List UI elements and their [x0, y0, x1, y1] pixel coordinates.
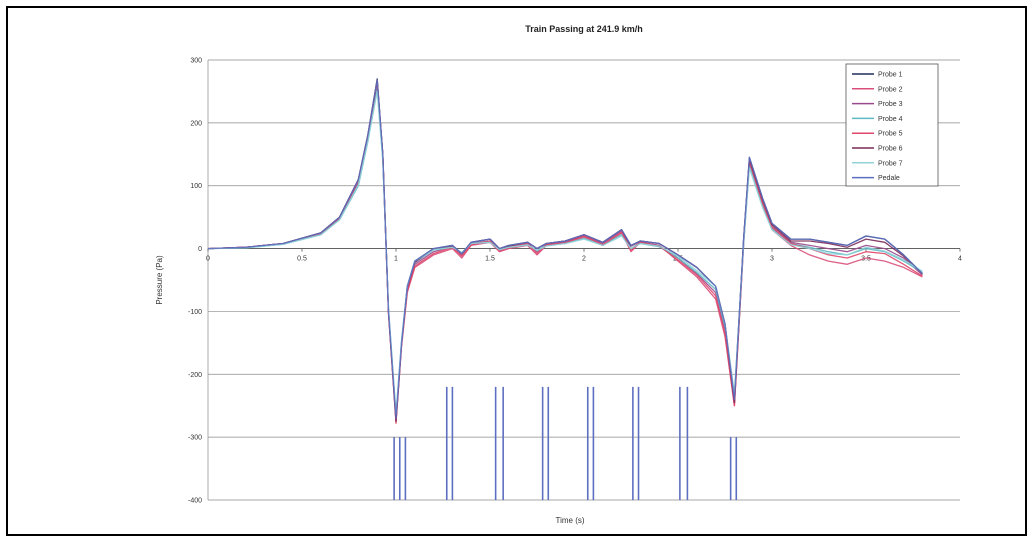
y-axis-label: Pressure (Pa)	[155, 255, 164, 305]
y-tick-label: 300	[190, 58, 202, 65]
x-axis-label: Time (s)	[555, 516, 584, 525]
legend-label: Probe 4	[878, 116, 903, 123]
legend-label: Probe 3	[878, 101, 903, 108]
legend-label: Pedale	[878, 175, 900, 182]
legend: Probe 1 Probe 2 Probe 3 Probe 4 Probe 5 Probe…	[845, 63, 939, 187]
x-tick-label: 4	[958, 256, 962, 263]
x-tick-label: 1	[394, 256, 398, 263]
y-tick-label: 100	[190, 183, 202, 190]
legend-box	[845, 63, 939, 187]
y-tick-label: -300	[188, 435, 202, 442]
x-tick-label: 2	[582, 256, 586, 263]
plot-area	[208, 60, 960, 500]
y-ticks: 300 200 100 0 -100 -200 -300 -400	[188, 58, 202, 505]
x-tick-label: 0	[206, 256, 210, 263]
pedale-pulses	[393, 386, 738, 500]
x-tick-label: 0.5	[297, 256, 307, 263]
y-tick-label: -100	[188, 309, 202, 316]
y-tick-label: -400	[188, 498, 202, 505]
chart-title: Train Passing at 241.9 km/h	[525, 24, 643, 34]
legend-label: Probe 6	[878, 146, 903, 153]
x-tick-label: 3	[770, 256, 774, 263]
y-tick-label: -200	[188, 372, 202, 379]
x-tick-label: 1.5	[485, 256, 495, 263]
y-tick-label: 200	[190, 120, 202, 127]
legend-label: Probe 2	[878, 86, 903, 93]
y-tick-label: 0	[198, 246, 202, 253]
x-tick-label: 2.5	[673, 256, 683, 263]
x-ticks: 0 0.5 1 1.5 2 2.5 3 3.5 4	[206, 248, 962, 263]
series-line	[207, 79, 923, 419]
series-lines	[207, 78, 923, 424]
legend-label: Probe 5	[878, 131, 903, 138]
legend-label: Probe 1	[878, 72, 903, 79]
legend-label: Probe 7	[878, 160, 903, 167]
x-tick-label: 3.5	[861, 256, 871, 263]
